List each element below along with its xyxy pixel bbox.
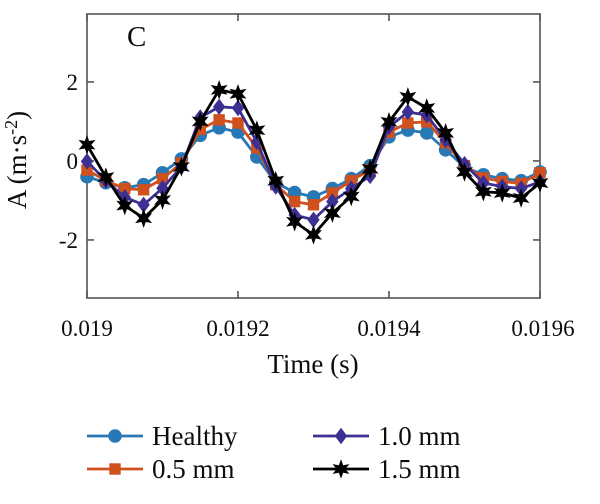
axis-tick-marks [86, 14, 541, 298]
panel-label: C [127, 21, 146, 53]
square-marker [137, 184, 150, 196]
diamond-marker [326, 193, 339, 210]
hexagram-marker [456, 162, 473, 182]
square-marker [119, 182, 131, 195]
y-axis-label: A (m·s-2) [1, 111, 32, 209]
plot-frame [86, 13, 541, 299]
legend-item-0-5-mm [87, 463, 143, 475]
hexagram-marker [286, 211, 304, 232]
hexagram-marker [191, 111, 209, 132]
legend-item-1-0-mm [313, 427, 369, 445]
circle-marker [108, 429, 122, 443]
square-marker [326, 187, 339, 199]
hexagram-marker [512, 188, 530, 208]
square-marker [213, 114, 225, 126]
hexagram-marker [399, 87, 417, 107]
diamond-marker [212, 98, 226, 116]
y-tick-label-2: 2 [67, 70, 79, 95]
legend-item-healthy [87, 429, 143, 443]
hexagram-marker [97, 167, 115, 187]
series-layer [78, 80, 549, 245]
legend-swatches [87, 427, 369, 479]
hexagram-marker [361, 159, 379, 179]
legend-label-0-5-mm: 0.5 mm [152, 454, 235, 484]
circle-marker [419, 126, 434, 140]
legend-label-1-5-mm: 1.5 mm [378, 454, 461, 484]
hexagram-marker [342, 186, 360, 207]
hexagram-marker [116, 195, 134, 216]
y-axis-label-close: ) [2, 111, 32, 120]
hexagram-marker [135, 208, 153, 229]
square-marker [156, 173, 169, 185]
diamond-marker [80, 153, 94, 170]
y-axis-label-main: A (m·s [2, 135, 32, 209]
legend: Healthy 0.5 mm 1.0 mm 1.5 mm [87, 421, 461, 484]
y-tick-label-neg2: -2 [59, 228, 78, 253]
square-marker [81, 164, 93, 176]
legend-label-1-0-mm: 1.0 mm [378, 421, 461, 451]
hexagram-marker [332, 459, 350, 479]
diamond-marker [137, 196, 150, 213]
x-tick-label-1: 0.0192 [206, 316, 269, 341]
square-marker [307, 199, 320, 211]
diamond-marker [307, 211, 320, 228]
hexagram-marker [418, 98, 436, 118]
diamond-marker [334, 427, 348, 445]
square-marker [402, 117, 414, 129]
hexagram-marker [531, 173, 549, 193]
x-tick-label-3: 0.0196 [511, 316, 574, 341]
series-1-5-mm [78, 80, 549, 245]
hexagram-marker [229, 83, 247, 104]
hexagram-marker [248, 120, 266, 140]
hexagram-marker [267, 170, 285, 191]
hexagram-marker [172, 157, 190, 177]
square-marker [288, 195, 301, 208]
square-marker [534, 167, 546, 179]
series-line-healthy [85, 126, 542, 199]
x-tick-label-0: 0.019 [61, 316, 113, 341]
y-axis-label-superscript: -2 [1, 120, 21, 135]
x-tick-label-2: 0.0194 [357, 316, 421, 341]
hexagram-marker [78, 134, 96, 155]
diamond-marker [156, 179, 169, 197]
hexagram-marker [380, 112, 398, 132]
legend-label-healthy: Healthy [152, 421, 238, 451]
square-marker [109, 463, 121, 475]
hexagram-marker [493, 183, 511, 203]
legend-item-1-5-mm [313, 459, 369, 479]
y-tick-label-0: 0 [67, 149, 79, 174]
hexagram-marker [474, 181, 492, 202]
hexagram-marker [154, 190, 171, 210]
square-marker [232, 117, 244, 129]
hexagram-marker [210, 80, 228, 100]
x-axis-label: Time (s) [267, 349, 358, 379]
diamond-marker [231, 99, 245, 117]
diamond-marker [401, 103, 415, 121]
series-healthy [80, 120, 547, 204]
hexagram-marker [437, 123, 455, 143]
hexagram-marker [305, 225, 322, 245]
hexagram-marker [323, 203, 341, 223]
